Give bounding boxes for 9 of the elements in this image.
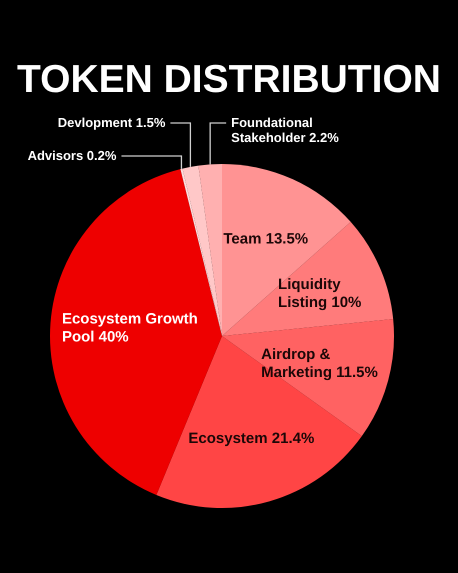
slice-label: Ecosystem 21.4% bbox=[188, 430, 314, 448]
slice-label: Team 13.5% bbox=[223, 230, 308, 248]
slice-label: Liquidity Listing 10% bbox=[278, 276, 362, 311]
slice-label: Ecosystem Growth Pool 40% bbox=[62, 310, 198, 346]
slice-label: Advisors 0.2% bbox=[28, 148, 117, 163]
slice-label: Airdrop & Marketing 11.5% bbox=[261, 346, 378, 382]
chart-title: TOKEN DISTRIBUTION bbox=[17, 58, 441, 101]
slice-label: Foundational Stakeholder 2.2% bbox=[231, 115, 340, 145]
slice-label: Devlopment 1.5% bbox=[58, 115, 166, 130]
